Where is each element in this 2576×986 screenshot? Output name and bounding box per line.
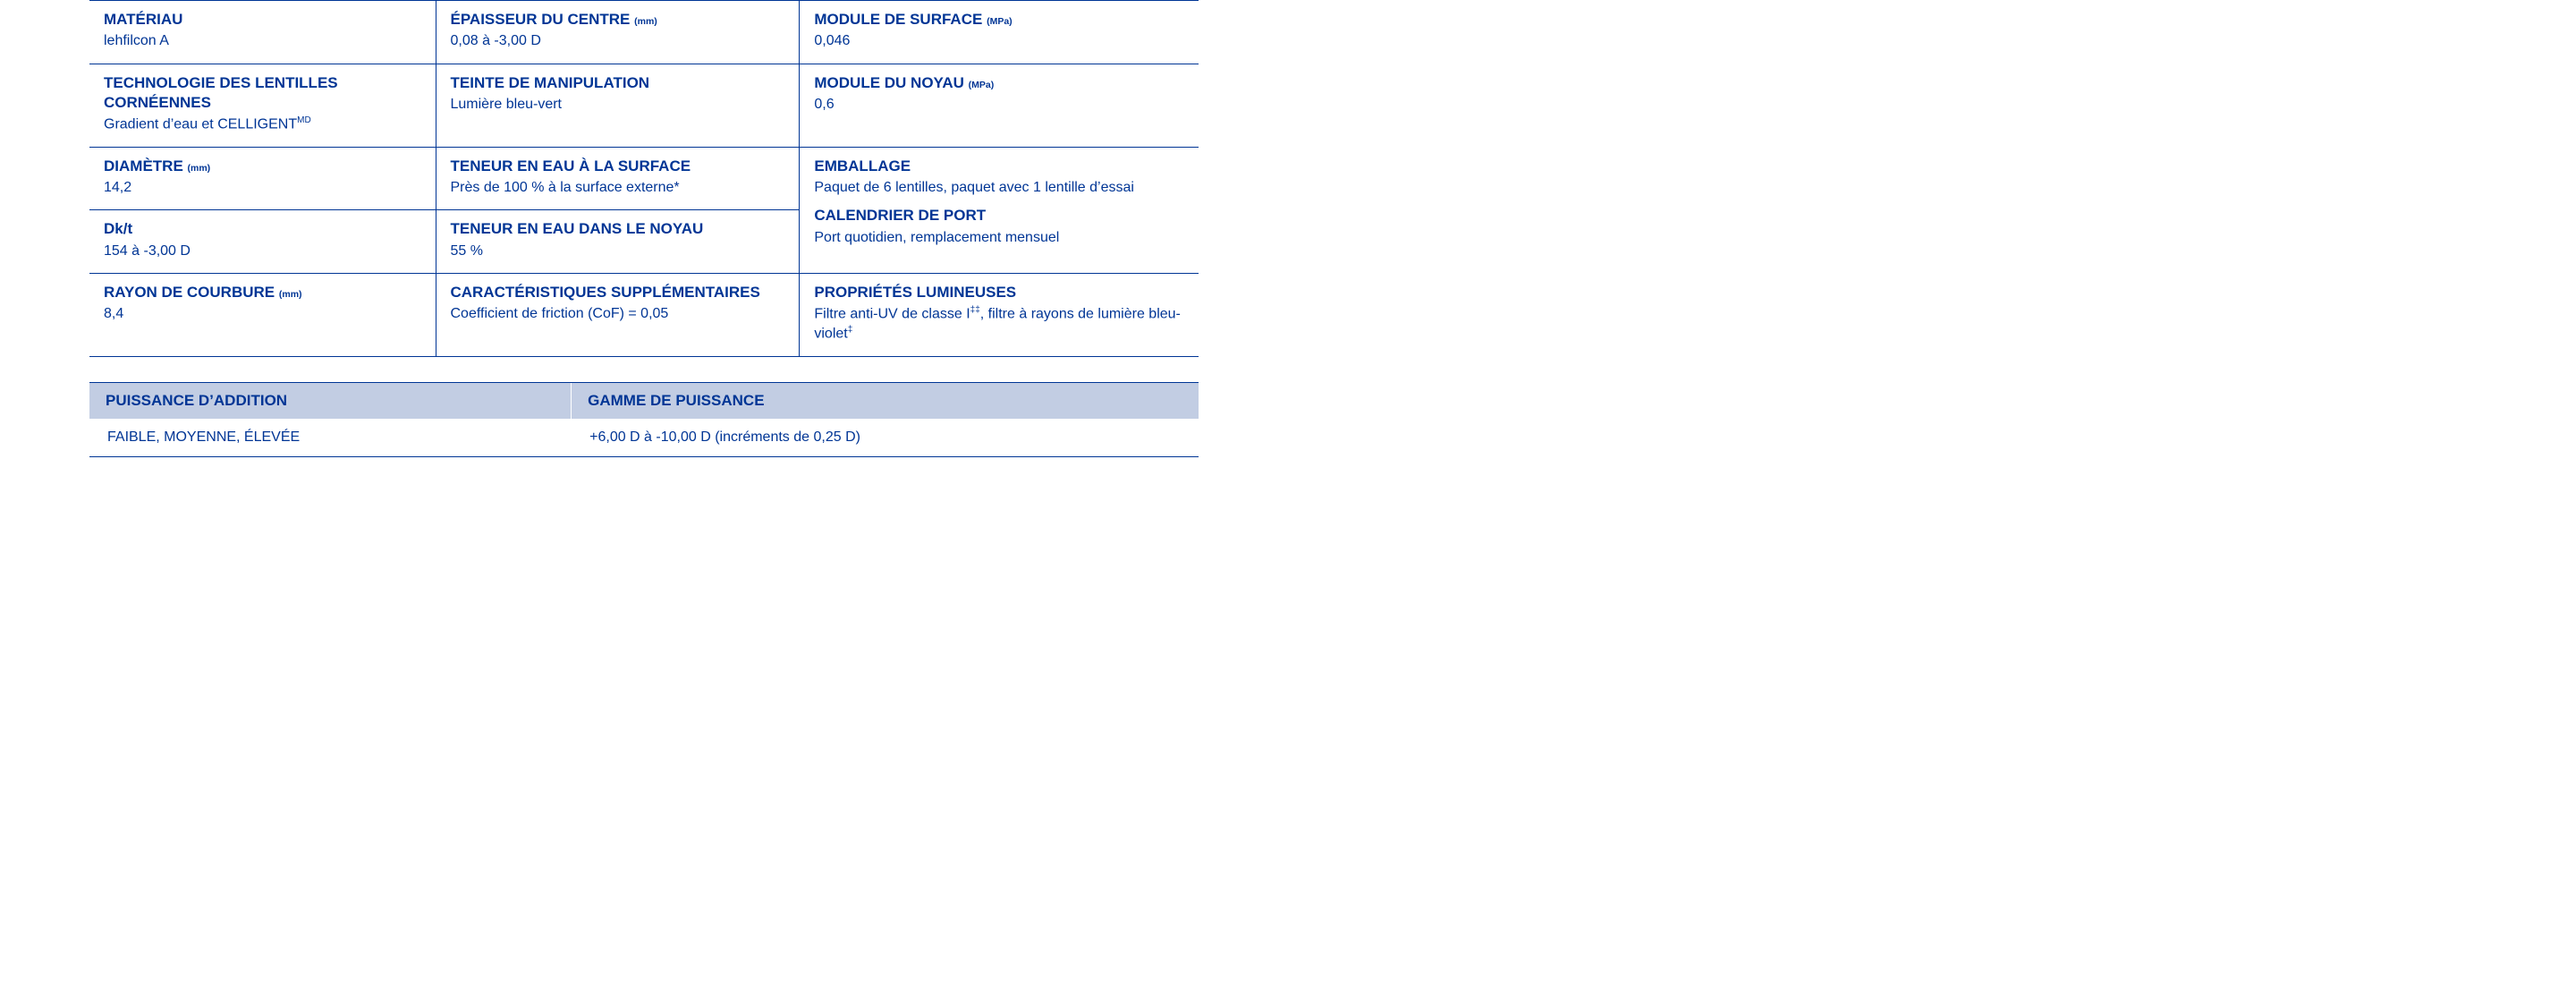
cell-rayon: RAYON DE COURBURE (mm) 8,4 bbox=[89, 274, 436, 357]
cell-dkt: Dk/t 154 à -3,00 D bbox=[89, 210, 436, 274]
power-header-row: PUISSANCE D’ADDITION GAMME DE PUISSANCE bbox=[89, 383, 1199, 419]
label-caracteristiques: CARACTÉRISTIQUES SUPPLÉMENTAIRES bbox=[451, 283, 785, 302]
cell-module-noyau: MODULE DU NOYAU (MPa) 0,6 bbox=[800, 64, 1199, 148]
cell-caracteristiques: CARACTÉRISTIQUES SUPPLÉMENTAIRES Coeffic… bbox=[436, 274, 801, 357]
label-dkt: Dk/t bbox=[104, 219, 421, 239]
label-materiau: MATÉRIAU bbox=[104, 10, 421, 30]
cell-proprietes: PROPRIÉTÉS LUMINEUSES Filtre anti-UV de … bbox=[800, 274, 1199, 357]
label-eau-noyau: TENEUR EN EAU DANS LE NOYAU bbox=[451, 219, 785, 239]
label-eau-surface: TENEUR EN EAU À LA SURFACE bbox=[451, 157, 785, 176]
value-technologie: Gradient d’eau et CELLIGENTMD bbox=[104, 115, 421, 134]
value-diametre: 14,2 bbox=[104, 178, 421, 198]
value-proprietes: Filtre anti-UV de classe I‡‡, filtre à r… bbox=[814, 304, 1184, 344]
value-materiau: lehfilcon A bbox=[104, 31, 421, 51]
label-module-surface: MODULE DE SURFACE (MPa) bbox=[814, 10, 1184, 30]
value-module-surface: 0,046 bbox=[814, 31, 1184, 51]
value-rayon: 8,4 bbox=[104, 304, 421, 324]
label-emballage: EMBALLAGE bbox=[814, 157, 1184, 176]
cell-calendrier: CALENDRIER DE PORT Port quotidien, rempl… bbox=[814, 206, 1184, 247]
label-module-noyau: MODULE DU NOYAU (MPa) bbox=[814, 73, 1184, 93]
value-eau-noyau: 55 % bbox=[451, 242, 785, 261]
cell-module-surface: MODULE DE SURFACE (MPa) 0,046 bbox=[800, 1, 1199, 64]
cell-eau-noyau: TENEUR EN EAU DANS LE NOYAU 55 % bbox=[436, 210, 801, 274]
cell-teinte: TEINTE DE MANIPULATION Lumière bleu-vert bbox=[436, 64, 801, 148]
cell-epaisseur: ÉPAISSEUR DU CENTRE (mm) 0,08 à -3,00 D bbox=[436, 1, 801, 64]
header-add: PUISSANCE D’ADDITION bbox=[89, 383, 572, 419]
cell-emballage-port: EMBALLAGE Paquet de 6 lentilles, paquet … bbox=[800, 148, 1199, 274]
spec-grid: MATÉRIAU lehfilcon A ÉPAISSEUR DU CENTRE… bbox=[89, 0, 1199, 357]
label-calendrier: CALENDRIER DE PORT bbox=[814, 206, 1184, 225]
label-epaisseur: ÉPAISSEUR DU CENTRE (mm) bbox=[451, 10, 785, 30]
value-caracteristiques: Coefficient de friction (CoF) = 0,05 bbox=[451, 304, 785, 324]
cell-materiau: MATÉRIAU lehfilcon A bbox=[89, 1, 436, 64]
cell-eau-surface: TENEUR EN EAU À LA SURFACE Près de 100 %… bbox=[436, 148, 801, 211]
label-diametre: DIAMÈTRE (mm) bbox=[104, 157, 421, 176]
label-rayon: RAYON DE COURBURE (mm) bbox=[104, 283, 421, 302]
value-range: +6,00 D à -10,00 D (incréments de 0,25 D… bbox=[572, 419, 1199, 456]
value-eau-surface: Près de 100 % à la surface externe* bbox=[451, 178, 785, 198]
cell-emballage: EMBALLAGE Paquet de 6 lentilles, paquet … bbox=[814, 157, 1184, 198]
label-proprietes: PROPRIÉTÉS LUMINEUSES bbox=[814, 283, 1184, 302]
header-range: GAMME DE PUISSANCE bbox=[572, 383, 1199, 419]
value-calendrier: Port quotidien, remplacement mensuel bbox=[814, 228, 1184, 248]
power-table: PUISSANCE D’ADDITION GAMME DE PUISSANCE … bbox=[89, 382, 1199, 457]
value-add: FAIBLE, MOYENNE, ÉLEVÉE bbox=[89, 419, 572, 456]
value-epaisseur: 0,08 à -3,00 D bbox=[451, 31, 785, 51]
value-teinte: Lumière bleu-vert bbox=[451, 95, 785, 115]
power-data-row: FAIBLE, MOYENNE, ÉLEVÉE +6,00 D à -10,00… bbox=[89, 419, 1199, 456]
label-teinte: TEINTE DE MANIPULATION bbox=[451, 73, 785, 93]
label-technologie: TECHNOLOGIE DES LENTILLES CORNÉENNES bbox=[104, 73, 421, 113]
value-dkt: 154 à -3,00 D bbox=[104, 242, 421, 261]
value-emballage: Paquet de 6 lentilles, paquet avec 1 len… bbox=[814, 178, 1184, 198]
value-module-noyau: 0,6 bbox=[814, 95, 1184, 115]
cell-technologie: TECHNOLOGIE DES LENTILLES CORNÉENNES Gra… bbox=[89, 64, 436, 148]
cell-diametre: DIAMÈTRE (mm) 14,2 bbox=[89, 148, 436, 211]
